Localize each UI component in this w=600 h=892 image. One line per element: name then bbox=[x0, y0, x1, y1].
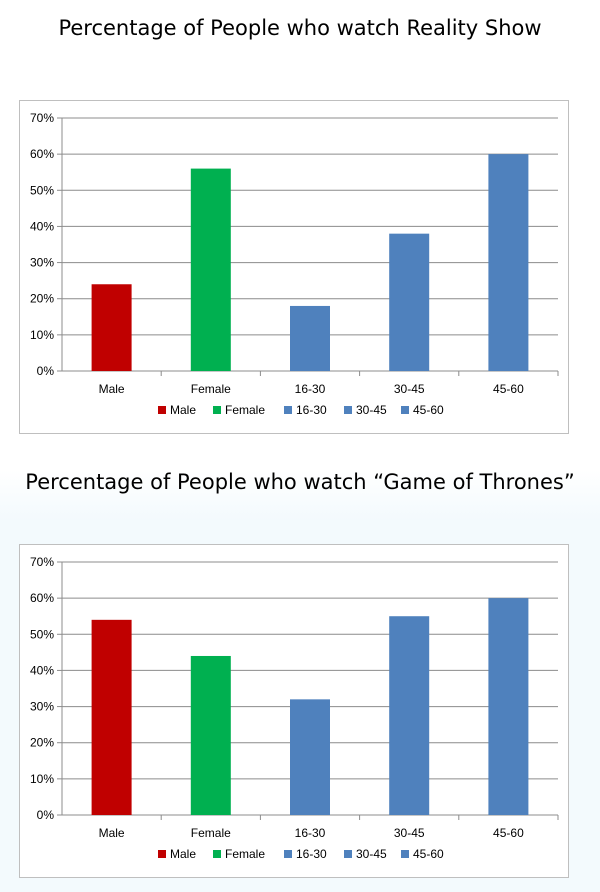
x-tick-label: 16-30 bbox=[295, 382, 326, 396]
x-tick-label: Male bbox=[99, 826, 125, 840]
y-tick-label: 30% bbox=[30, 256, 54, 270]
bar-male bbox=[91, 619, 132, 815]
legend-swatch bbox=[401, 406, 409, 414]
y-tick-label: 20% bbox=[30, 736, 54, 750]
y-tick-label: 0% bbox=[37, 364, 55, 378]
bar-16-30 bbox=[290, 305, 330, 371]
y-tick-label: 60% bbox=[30, 147, 54, 161]
legend-label: Male bbox=[170, 403, 196, 417]
legend-swatch bbox=[213, 406, 221, 414]
legend-label: 30-45 bbox=[356, 847, 387, 861]
x-tick-label: 45-60 bbox=[493, 382, 524, 396]
legend-swatch bbox=[284, 406, 292, 414]
bar-30-45 bbox=[389, 616, 430, 815]
x-tick-label: Female bbox=[191, 826, 231, 840]
legend-swatch bbox=[213, 850, 221, 858]
x-tick-label: 45-60 bbox=[493, 826, 524, 840]
y-tick-label: 70% bbox=[30, 111, 54, 125]
bar-male bbox=[91, 284, 132, 371]
legend-label: 30-45 bbox=[356, 403, 387, 417]
bar-female bbox=[190, 655, 231, 815]
y-tick-label: 70% bbox=[30, 555, 54, 569]
chart-border bbox=[19, 100, 569, 434]
bar-female bbox=[190, 168, 231, 371]
legend-label: 45-60 bbox=[413, 403, 444, 417]
legend-swatch bbox=[284, 850, 292, 858]
legend-label: 16-30 bbox=[296, 847, 327, 861]
bar-30-45 bbox=[389, 233, 430, 371]
y-tick-label: 10% bbox=[30, 328, 54, 342]
legend-swatch bbox=[344, 850, 352, 858]
legend-swatch bbox=[158, 850, 166, 858]
legend-label: 16-30 bbox=[296, 403, 327, 417]
y-tick-label: 10% bbox=[30, 772, 54, 786]
bar-16-30 bbox=[290, 699, 330, 815]
legend: Male Female 16-30 30-45 45-60 bbox=[158, 403, 444, 417]
legend-label: Female bbox=[225, 847, 265, 861]
x-tick-label: Male bbox=[99, 382, 125, 396]
legend-swatch bbox=[158, 406, 166, 414]
y-tick-label: 60% bbox=[30, 591, 54, 605]
y-tick-label: 30% bbox=[30, 700, 54, 714]
x-tick-label: 30-45 bbox=[394, 382, 425, 396]
y-tick-label: 0% bbox=[37, 808, 55, 822]
x-tick-label: Female bbox=[191, 382, 231, 396]
y-tick-label: 40% bbox=[30, 219, 54, 233]
bar-45-60 bbox=[488, 598, 529, 815]
legend-label: 45-60 bbox=[413, 847, 444, 861]
y-tick-label: 50% bbox=[30, 183, 54, 197]
chart-title-reality-show: Percentage of People who watch Reality S… bbox=[58, 16, 542, 40]
y-tick-label: 50% bbox=[30, 627, 54, 641]
x-tick-label: 30-45 bbox=[394, 826, 425, 840]
bar-chart-reality-show: 0% 10% 20% 30% 40% 50% 60% 70% Male Female 16-30 30… bbox=[19, 100, 569, 434]
x-tick-label: 16-30 bbox=[295, 826, 326, 840]
bar-45-60 bbox=[488, 154, 529, 371]
legend-swatch bbox=[344, 406, 352, 414]
chart-title-game-of-thrones: Percentage of People who watch “Game of … bbox=[25, 470, 575, 494]
y-tick-label: 20% bbox=[30, 292, 54, 306]
y-tick-label: 40% bbox=[30, 663, 54, 677]
legend-label: Female bbox=[225, 403, 265, 417]
legend-label: Male bbox=[170, 847, 196, 861]
legend: Male Female 16-30 30-45 45-60 bbox=[158, 847, 444, 861]
bar-chart-game-of-thrones: 0% 10% 20% 30% 40% 50% 60% 70% Male Female 16-30 30… bbox=[19, 544, 569, 878]
legend-swatch bbox=[401, 850, 409, 858]
